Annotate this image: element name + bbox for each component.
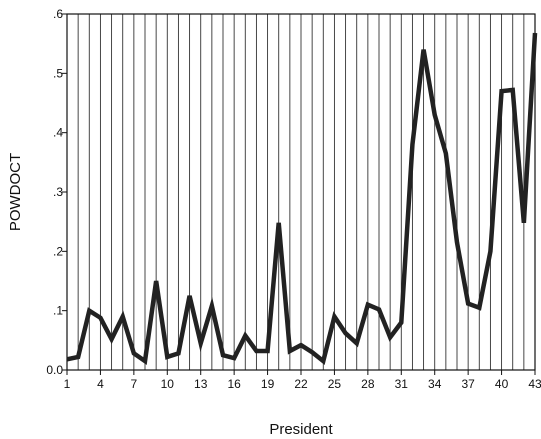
x-tick-label: 13 xyxy=(194,377,208,391)
y-tick-label: .2 xyxy=(53,244,63,258)
x-tick-label: 16 xyxy=(227,377,241,391)
x-tick-label: 7 xyxy=(131,377,138,391)
x-tick-label: 22 xyxy=(294,377,308,391)
x-tick-label: 19 xyxy=(261,377,275,391)
y-tick-label: .4 xyxy=(53,126,63,140)
y-axis-ticks: 0.0 .1 .2 .3 .4 .5 .6 xyxy=(46,7,67,377)
y-axis-title: POWDOCT xyxy=(7,153,24,231)
vertical-gridlines xyxy=(77,14,525,370)
x-axis-title: President xyxy=(269,421,333,438)
y-tick-label: 0.0 xyxy=(46,363,63,377)
y-tick-label: .6 xyxy=(53,7,63,21)
x-tick-label: 37 xyxy=(461,377,475,391)
x-tick-label: 25 xyxy=(328,377,342,391)
series-line xyxy=(66,32,538,366)
x-tick-label: 43 xyxy=(528,377,541,391)
y-tick-label: .1 xyxy=(53,304,63,318)
y-tick-label: .5 xyxy=(53,66,63,80)
x-tick-label: 31 xyxy=(395,377,409,391)
x-tick-label: 1 xyxy=(64,377,71,391)
x-tick-label: 40 xyxy=(495,377,509,391)
x-tick-label: 10 xyxy=(161,377,175,391)
x-axis-ticks: 1 4 7 10 13 16 19 22 25 28 31 34 37 40 43 xyxy=(64,370,541,391)
y-tick-label: .3 xyxy=(53,185,63,199)
x-tick-label: 28 xyxy=(361,377,375,391)
x-tick-label: 34 xyxy=(428,377,442,391)
x-tick-label: 4 xyxy=(97,377,104,391)
